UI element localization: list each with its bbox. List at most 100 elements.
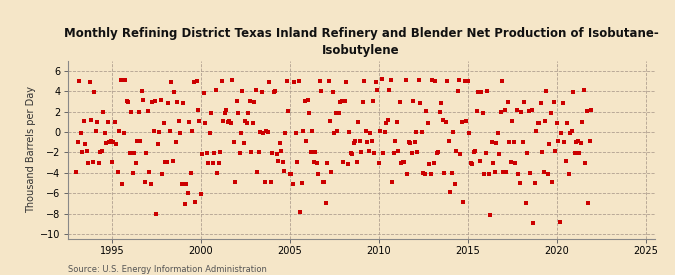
Point bbox=[326, 170, 337, 174]
Point bbox=[90, 129, 101, 133]
Point bbox=[86, 118, 97, 123]
Point bbox=[295, 210, 306, 214]
Point bbox=[83, 161, 94, 165]
Point bbox=[488, 161, 499, 165]
Point bbox=[99, 130, 110, 135]
Point bbox=[541, 89, 552, 94]
Point bbox=[559, 140, 570, 144]
Point bbox=[202, 150, 213, 155]
Point bbox=[500, 108, 510, 112]
Point bbox=[248, 120, 259, 125]
Point bbox=[253, 149, 264, 154]
Point bbox=[568, 90, 578, 95]
Point bbox=[118, 131, 129, 135]
Point bbox=[138, 98, 148, 102]
Y-axis label: Thousand Barrels per Day: Thousand Barrels per Day bbox=[26, 86, 36, 213]
Point bbox=[473, 90, 484, 95]
Point bbox=[414, 78, 425, 82]
Point bbox=[423, 121, 433, 125]
Point bbox=[498, 170, 509, 174]
Point bbox=[304, 111, 315, 115]
Point bbox=[468, 150, 479, 154]
Point bbox=[233, 110, 244, 115]
Point bbox=[72, 139, 83, 144]
Point bbox=[466, 160, 477, 165]
Point bbox=[268, 89, 279, 94]
Point bbox=[128, 171, 138, 175]
Point bbox=[456, 120, 467, 125]
Point bbox=[102, 120, 113, 124]
Point bbox=[393, 149, 404, 153]
Point bbox=[476, 90, 487, 95]
Point bbox=[440, 120, 451, 125]
Point bbox=[406, 151, 417, 156]
Point bbox=[136, 88, 147, 93]
Point bbox=[93, 161, 104, 165]
Point bbox=[360, 129, 371, 134]
Point bbox=[445, 190, 456, 194]
Point bbox=[236, 131, 246, 136]
Point bbox=[497, 79, 508, 83]
Point bbox=[554, 220, 565, 225]
Point bbox=[107, 160, 117, 164]
Point bbox=[363, 149, 374, 153]
Point bbox=[506, 159, 516, 164]
Point bbox=[258, 130, 269, 135]
Point bbox=[317, 180, 328, 184]
Point bbox=[285, 172, 296, 176]
Point bbox=[140, 150, 151, 155]
Point bbox=[342, 161, 353, 166]
Title: Monthly Refining District Texas Inland Refinery and Blender Net Production of Is: Monthly Refining District Texas Inland R… bbox=[63, 27, 659, 57]
Point bbox=[167, 159, 178, 164]
Point bbox=[231, 99, 242, 103]
Point bbox=[449, 182, 460, 186]
Point bbox=[371, 80, 381, 84]
Point bbox=[169, 90, 180, 94]
Point bbox=[325, 119, 335, 123]
Point bbox=[372, 88, 383, 92]
Point bbox=[549, 100, 560, 104]
Point bbox=[71, 170, 82, 174]
Point bbox=[470, 149, 481, 153]
Point bbox=[576, 120, 587, 124]
Point bbox=[108, 140, 119, 145]
Point bbox=[135, 139, 146, 144]
Point bbox=[225, 121, 236, 125]
Point bbox=[84, 80, 95, 85]
Point bbox=[539, 119, 550, 123]
Point bbox=[223, 119, 234, 123]
Point bbox=[274, 141, 285, 145]
Point bbox=[181, 182, 192, 186]
Point bbox=[523, 109, 534, 113]
Point bbox=[378, 151, 389, 156]
Point bbox=[384, 87, 395, 92]
Point bbox=[78, 119, 89, 123]
Point bbox=[170, 139, 181, 144]
Point bbox=[95, 150, 105, 155]
Point bbox=[460, 79, 470, 83]
Point bbox=[145, 181, 156, 186]
Point bbox=[535, 101, 546, 105]
Point bbox=[211, 88, 221, 92]
Point bbox=[454, 78, 464, 82]
Point bbox=[74, 79, 85, 83]
Point bbox=[354, 139, 365, 143]
Point bbox=[243, 111, 254, 115]
Point bbox=[553, 139, 564, 143]
Point bbox=[310, 149, 321, 154]
Point bbox=[412, 150, 423, 155]
Point bbox=[227, 77, 238, 82]
Point bbox=[528, 221, 539, 225]
Point bbox=[238, 141, 249, 146]
Point bbox=[259, 180, 270, 185]
Point bbox=[458, 200, 469, 204]
Point bbox=[298, 129, 308, 133]
Point bbox=[396, 161, 406, 165]
Point bbox=[510, 161, 520, 166]
Point bbox=[101, 141, 111, 145]
Point bbox=[430, 79, 441, 83]
Point bbox=[332, 129, 343, 133]
Point bbox=[218, 119, 229, 124]
Point bbox=[421, 109, 432, 113]
Point bbox=[520, 201, 531, 206]
